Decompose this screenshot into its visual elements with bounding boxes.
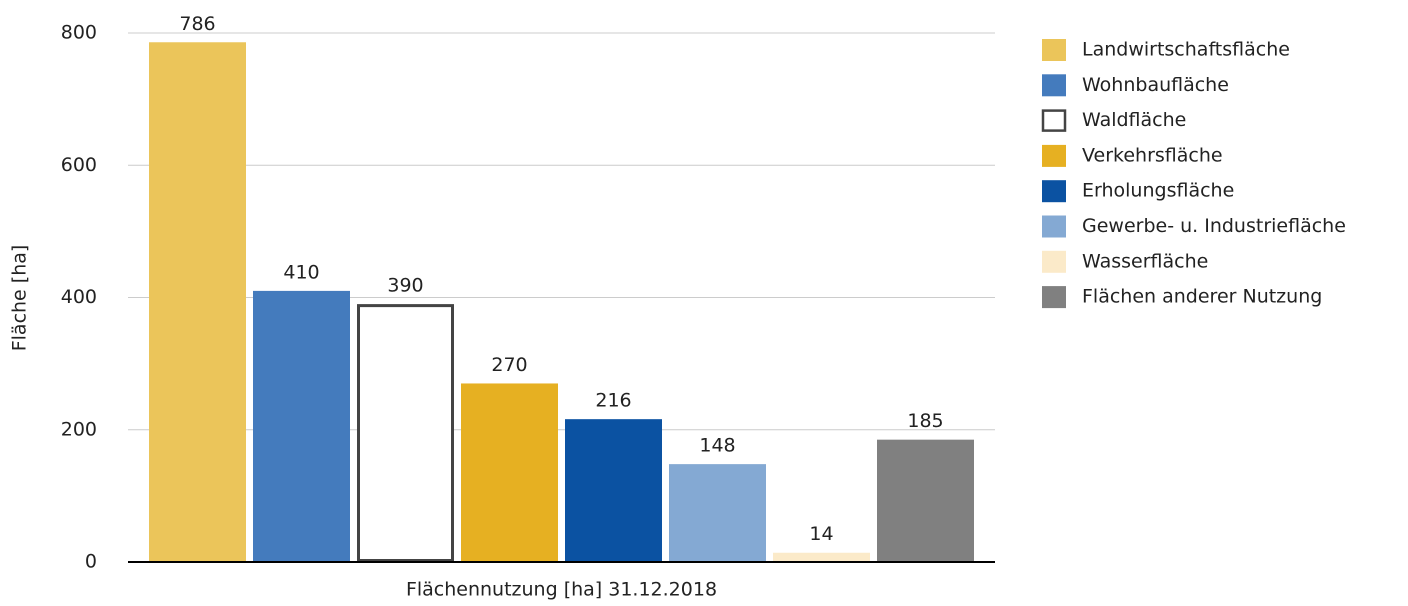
bar [461,383,558,562]
legend-swatch [1042,286,1066,309]
legend-swatch [1042,250,1066,273]
y-tick-label: 400 [61,286,97,308]
bar [357,304,454,562]
bar [253,290,350,562]
legend-swatch [1042,144,1066,167]
data-label: 270 [491,354,527,376]
legend-label: Waldfläche [1082,109,1186,131]
legend-label: Gewerbe- u. Industriefläche [1082,215,1346,237]
bar [877,439,974,562]
data-label: 14 [809,523,833,545]
legend-label: Verkehrsfläche [1082,144,1223,166]
legend-swatch [1042,74,1066,97]
legend-swatch [1042,39,1066,61]
legend-label: Flächen anderer Nutzung [1082,286,1322,308]
data-label: 786 [179,13,215,35]
legend-label: Erholungsfläche [1082,180,1234,202]
y-tick-label: 200 [61,418,97,440]
legend-swatch [1042,180,1066,203]
data-label: 390 [387,275,423,297]
data-label: 148 [699,435,735,457]
y-axis-label: Fläche [ha] [9,245,31,352]
legend-label: Wohnbaufläche [1082,74,1229,96]
data-label: 185 [907,410,943,432]
bar [565,419,662,562]
bar [149,42,246,562]
y-tick-label: 600 [61,154,97,176]
data-label: 216 [595,390,631,412]
bar [773,552,870,562]
y-tick-label: 800 [61,22,97,44]
legend-label: Landwirtschaftsfläche [1082,39,1290,61]
bar [669,464,766,562]
y-tick-label: 0 [85,551,97,573]
x-tick-label: Flächennutzung [ha] 31.12.2018 [406,579,717,601]
data-label: 410 [283,261,319,283]
legend-swatch [1042,215,1066,238]
legend-label: Wasserfläche [1082,250,1208,272]
legend-swatch [1041,109,1067,132]
